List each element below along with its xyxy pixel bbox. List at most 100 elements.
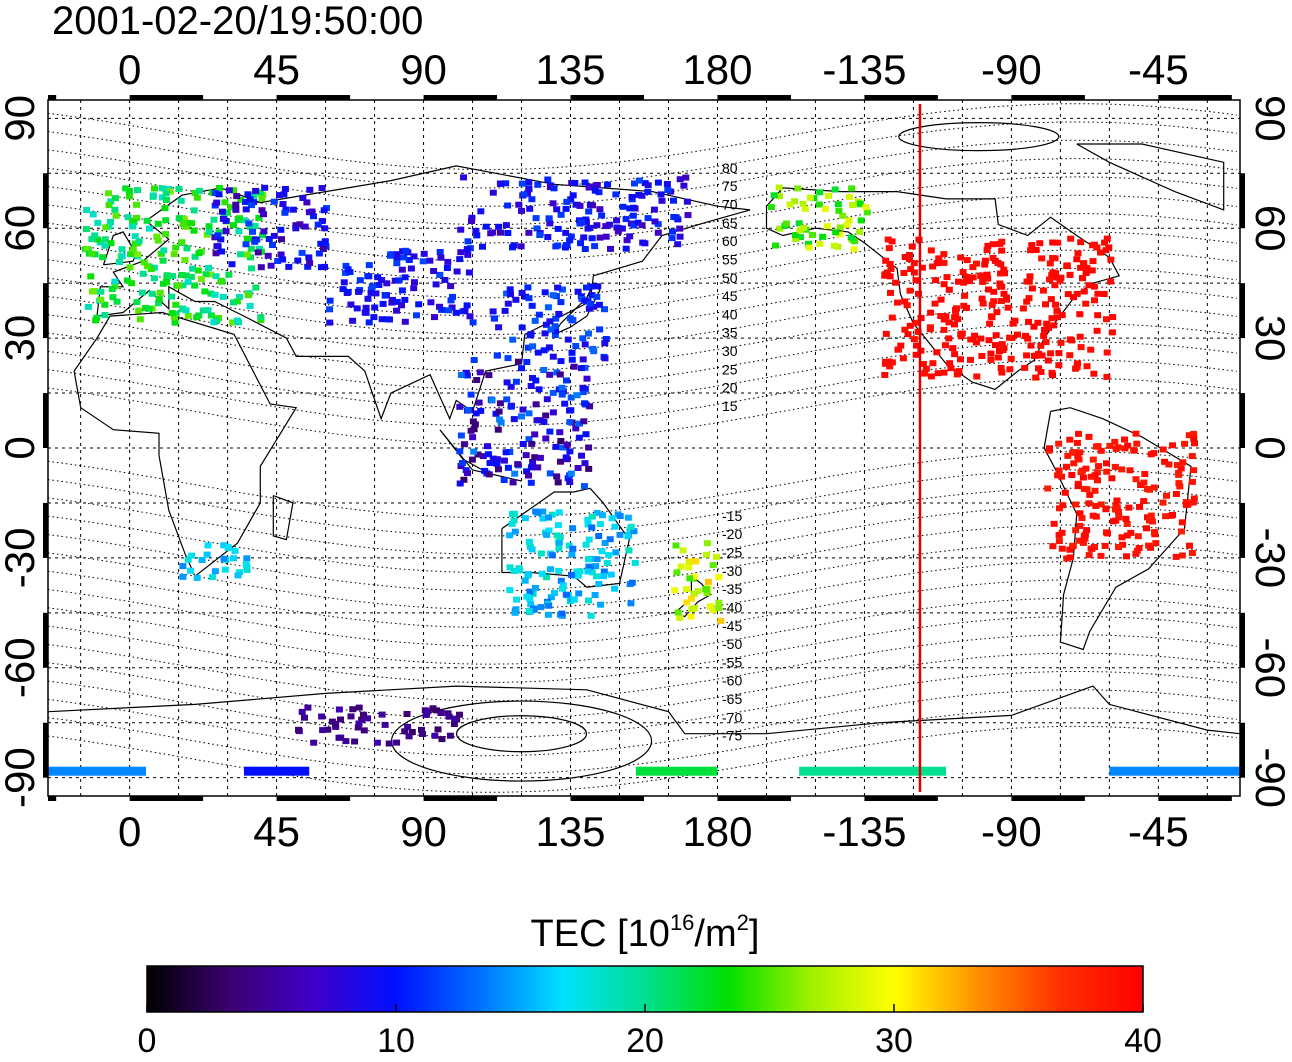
colorbar-tick-label: 0 bbox=[138, 1022, 157, 1057]
tec-cell bbox=[984, 275, 992, 282]
tec-cell bbox=[1093, 327, 1101, 334]
tec-cell bbox=[554, 479, 562, 486]
tec-cell bbox=[182, 272, 190, 279]
tec-cell bbox=[527, 601, 535, 608]
tec-cell bbox=[472, 227, 480, 234]
tec-cell bbox=[588, 292, 596, 299]
tec-cell bbox=[251, 223, 259, 229]
tec-cell bbox=[1123, 553, 1130, 560]
tec-cell bbox=[166, 188, 174, 195]
tec-cell bbox=[570, 363, 578, 370]
tec-cell bbox=[580, 234, 588, 241]
tec-cell bbox=[1006, 334, 1013, 341]
tec-cell bbox=[270, 232, 278, 239]
tec-cell bbox=[456, 403, 464, 410]
tec-cell bbox=[413, 312, 420, 319]
tec-cell bbox=[910, 269, 918, 276]
tec-cell bbox=[767, 204, 775, 211]
tec-cell bbox=[574, 572, 582, 579]
tec-cell bbox=[191, 189, 199, 196]
tec-cell bbox=[569, 192, 577, 199]
tec-cell bbox=[836, 231, 844, 238]
tec-cell bbox=[897, 342, 905, 349]
tec-cell bbox=[651, 218, 659, 225]
tec-cell bbox=[415, 301, 423, 308]
tec-cell bbox=[1076, 522, 1084, 529]
tec-cell bbox=[277, 251, 285, 258]
tec-cell bbox=[664, 187, 672, 193]
tec-cell bbox=[579, 389, 587, 396]
tec-cell bbox=[1075, 430, 1082, 437]
tec-cell bbox=[351, 738, 359, 745]
tec-cell bbox=[495, 223, 503, 230]
tec-cell bbox=[113, 298, 121, 305]
tec-cell bbox=[682, 174, 690, 181]
tec-cell bbox=[942, 313, 950, 320]
tec-cell bbox=[1069, 449, 1077, 456]
tec-cell bbox=[557, 211, 565, 218]
tec-cell bbox=[319, 727, 327, 734]
tec-cell bbox=[612, 191, 620, 198]
tec-cell bbox=[419, 731, 426, 737]
tec-cell bbox=[638, 192, 646, 199]
tec-cell bbox=[468, 218, 475, 224]
tec-cell bbox=[175, 186, 183, 192]
tec-cell bbox=[244, 191, 252, 198]
tec-cell bbox=[368, 283, 376, 290]
tec-cell bbox=[1083, 363, 1091, 370]
tec-cell bbox=[688, 606, 696, 613]
tec-cell bbox=[405, 733, 413, 740]
frame-segment bbox=[864, 796, 938, 801]
tec-cell bbox=[1092, 503, 1100, 509]
tec-cell bbox=[821, 206, 829, 213]
tec-cell bbox=[1100, 291, 1108, 297]
tec-cell bbox=[568, 356, 576, 363]
tec-cell bbox=[134, 187, 141, 194]
tec-cell bbox=[913, 342, 921, 349]
tec-cell bbox=[1103, 316, 1110, 323]
tec-cell bbox=[419, 258, 427, 265]
tec-cell bbox=[256, 189, 264, 196]
tec-cell bbox=[688, 595, 695, 602]
tec-cell bbox=[805, 244, 813, 251]
tec-cell bbox=[510, 242, 518, 249]
tec-cell bbox=[535, 311, 543, 318]
tec-cell bbox=[237, 196, 245, 203]
tec-cell bbox=[525, 571, 533, 577]
tec-cell bbox=[603, 560, 611, 566]
tec-cell bbox=[195, 250, 203, 257]
mlat-label: 40 bbox=[722, 306, 738, 322]
tec-cell bbox=[969, 274, 977, 281]
tec-cell bbox=[467, 391, 475, 398]
tec-cell bbox=[1140, 498, 1148, 505]
tec-cell bbox=[296, 221, 304, 228]
tec-cell bbox=[1073, 439, 1081, 446]
tec-cell bbox=[591, 243, 599, 250]
mlat-label: 20 bbox=[722, 380, 738, 396]
tec-cell bbox=[887, 289, 894, 296]
mlat-label: -15 bbox=[722, 508, 742, 524]
tec-cell bbox=[601, 340, 609, 347]
tec-cell bbox=[883, 269, 891, 276]
tec-cell bbox=[410, 253, 418, 260]
tec-cell bbox=[690, 590, 698, 597]
tec-cell bbox=[1115, 514, 1123, 521]
tec-cell bbox=[240, 217, 248, 224]
tec-cell bbox=[393, 260, 401, 267]
tec-cell bbox=[1097, 552, 1105, 559]
tec-cell bbox=[1085, 552, 1093, 559]
tec-cell bbox=[355, 704, 363, 711]
tec-cell bbox=[310, 739, 318, 746]
tec-cell bbox=[470, 426, 478, 433]
tec-cell bbox=[602, 336, 610, 342]
mlat-contour bbox=[48, 542, 1237, 610]
tec-cell bbox=[1123, 521, 1131, 527]
frame-segment bbox=[1240, 173, 1245, 229]
tec-cell bbox=[295, 726, 302, 733]
tec-cell bbox=[1076, 333, 1084, 340]
tec-cell bbox=[474, 451, 482, 458]
tec-cell bbox=[244, 235, 251, 242]
tec-cell bbox=[596, 326, 604, 333]
tec-cell bbox=[1066, 546, 1074, 553]
tec-cell bbox=[481, 467, 489, 474]
